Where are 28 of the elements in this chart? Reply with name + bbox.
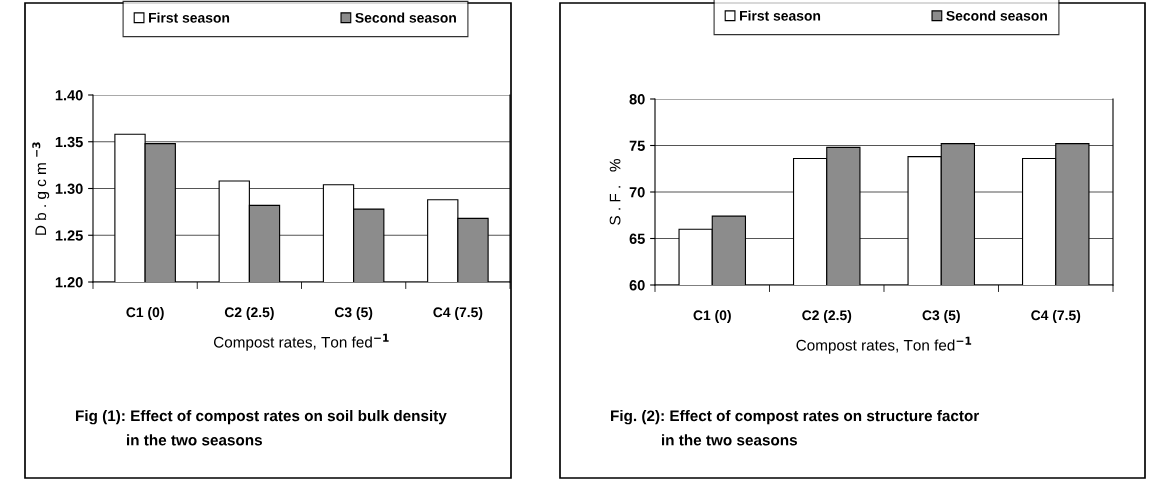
x-tick-label: C4 (7.5) xyxy=(433,307,483,320)
x-tick-label: C4 (7.5) xyxy=(1031,310,1081,323)
y-tick-label: 60 xyxy=(629,280,645,291)
y-axis-title: D b . g c m $^{−3}$ xyxy=(32,142,50,235)
y-tick-label: 1.20 xyxy=(55,277,83,288)
y-tick-label: 1.30 xyxy=(55,183,83,194)
y-tick-label: 80 xyxy=(629,94,645,105)
x-tick-label: C1 (0) xyxy=(126,307,164,320)
y-tick-label: 1.40 xyxy=(55,90,83,101)
x-axis-title: Compost rates, Ton fed$^{−1}$ xyxy=(213,333,389,351)
legend-label: Second season xyxy=(946,10,1047,21)
legend-label: First season xyxy=(149,12,230,23)
y-tick-label: 70 xyxy=(629,187,645,198)
x-tick-label: C3 (5) xyxy=(334,307,373,320)
x-tick-label: C2 (2.5) xyxy=(802,310,852,323)
legend-label: Second season xyxy=(355,12,456,23)
y-tick-label: 1.35 xyxy=(55,136,83,148)
y-tick-label: 65 xyxy=(629,233,645,244)
legend-label: First season xyxy=(740,10,821,21)
y-axis-title: S . F . % xyxy=(609,159,621,225)
text: Fig (1): Effect of compost rates on soil bulk density in the two seasons xyxy=(76,410,447,446)
x-tick-label: C3 (5) xyxy=(922,310,960,323)
x-axis-title: Compost rates, Ton fed$^{−1}$ xyxy=(796,336,972,354)
y-tick-label: 1.25 xyxy=(55,230,83,241)
x-tick-label: C1 (0) xyxy=(693,310,731,323)
y-tick-label: 75 xyxy=(629,140,645,151)
text: Fig. (2): Effect of compost rates on structure factor in the two seasons xyxy=(611,410,980,446)
x-tick-label: C2 (2.5) xyxy=(224,307,274,320)
